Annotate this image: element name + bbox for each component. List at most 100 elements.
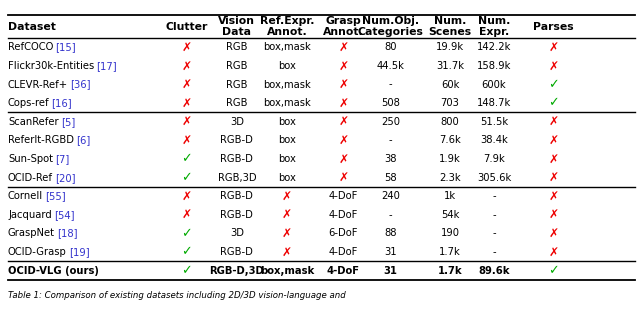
Text: 703: 703 bbox=[440, 98, 460, 108]
Text: -: - bbox=[492, 228, 496, 238]
Text: 600k: 600k bbox=[482, 80, 506, 90]
Text: 4-DoF: 4-DoF bbox=[329, 247, 358, 257]
Text: [19]: [19] bbox=[68, 247, 90, 257]
Text: ✗: ✗ bbox=[548, 227, 559, 240]
Text: OCID-Ref: OCID-Ref bbox=[8, 173, 53, 183]
Text: 31: 31 bbox=[384, 247, 397, 257]
Text: RGB,3D: RGB,3D bbox=[218, 173, 256, 183]
Text: Grasp
Annot.: Grasp Annot. bbox=[323, 16, 364, 37]
Text: [18]: [18] bbox=[57, 228, 77, 238]
Text: 6-DoF: 6-DoF bbox=[329, 228, 358, 238]
Text: [17]: [17] bbox=[96, 61, 117, 71]
Text: Cornell: Cornell bbox=[8, 191, 43, 201]
Text: [55]: [55] bbox=[45, 191, 66, 201]
Text: ✓: ✓ bbox=[548, 97, 559, 110]
Text: [54]: [54] bbox=[54, 210, 74, 220]
Text: 800: 800 bbox=[441, 117, 460, 127]
Text: 190: 190 bbox=[440, 228, 460, 238]
Text: box: box bbox=[278, 117, 296, 127]
Text: ✓: ✓ bbox=[181, 264, 192, 277]
Text: Cops-ref: Cops-ref bbox=[8, 98, 50, 108]
Text: 38: 38 bbox=[384, 154, 397, 164]
Text: ✗: ✗ bbox=[339, 171, 349, 184]
Text: Jacquard: Jacquard bbox=[8, 210, 52, 220]
Text: [6]: [6] bbox=[76, 135, 90, 145]
Text: 508: 508 bbox=[381, 98, 400, 108]
Text: 4-DoF: 4-DoF bbox=[329, 210, 358, 220]
Text: 240: 240 bbox=[381, 191, 400, 201]
Text: OCID-Grasp: OCID-Grasp bbox=[8, 247, 67, 257]
Text: [5]: [5] bbox=[61, 117, 75, 127]
Text: 148.7k: 148.7k bbox=[477, 98, 511, 108]
Text: [7]: [7] bbox=[55, 154, 69, 164]
Text: ✗: ✗ bbox=[282, 208, 292, 221]
Text: 1.7k: 1.7k bbox=[439, 247, 461, 257]
Text: ✗: ✗ bbox=[282, 190, 292, 203]
Text: RGB: RGB bbox=[226, 61, 248, 71]
Text: RGB-D: RGB-D bbox=[220, 154, 253, 164]
Text: -: - bbox=[492, 191, 496, 201]
Text: ✓: ✓ bbox=[181, 153, 192, 166]
Text: [36]: [36] bbox=[70, 80, 91, 90]
Text: Num.Obj.
Categories: Num.Obj. Categories bbox=[358, 16, 424, 37]
Text: 80: 80 bbox=[384, 42, 397, 52]
Text: [15]: [15] bbox=[56, 42, 76, 52]
Text: 158.9k: 158.9k bbox=[477, 61, 511, 71]
Text: 1.9k: 1.9k bbox=[439, 154, 461, 164]
Text: ✗: ✗ bbox=[182, 190, 192, 203]
Text: 54k: 54k bbox=[441, 210, 460, 220]
Text: box,mask: box,mask bbox=[260, 266, 314, 276]
Text: ✗: ✗ bbox=[182, 41, 192, 54]
Text: ✗: ✗ bbox=[548, 153, 559, 166]
Text: ✗: ✗ bbox=[339, 153, 349, 166]
Text: Num.
Expr.: Num. Expr. bbox=[477, 16, 510, 37]
Text: ✗: ✗ bbox=[548, 171, 559, 184]
Text: -: - bbox=[492, 247, 496, 257]
Text: ✓: ✓ bbox=[181, 246, 192, 259]
Text: ✗: ✗ bbox=[548, 134, 559, 147]
Text: Parses: Parses bbox=[533, 21, 574, 32]
Text: box: box bbox=[278, 61, 296, 71]
Text: Flickr30k-Entities: Flickr30k-Entities bbox=[8, 61, 94, 71]
Text: RGB-D,3D: RGB-D,3D bbox=[209, 266, 264, 276]
Text: RefCOCO: RefCOCO bbox=[8, 42, 53, 52]
Text: 1k: 1k bbox=[444, 191, 456, 201]
Text: -: - bbox=[388, 135, 392, 145]
Text: [16]: [16] bbox=[52, 98, 72, 108]
Text: ✓: ✓ bbox=[181, 171, 192, 184]
Text: Num.
Scenes: Num. Scenes bbox=[428, 16, 472, 37]
Text: ScanRefer: ScanRefer bbox=[8, 117, 59, 127]
Text: 250: 250 bbox=[381, 117, 400, 127]
Text: ✗: ✗ bbox=[548, 190, 559, 203]
Text: ✗: ✗ bbox=[339, 78, 349, 91]
Text: 44.5k: 44.5k bbox=[376, 61, 404, 71]
Text: ✗: ✗ bbox=[548, 208, 559, 221]
Text: box,mask: box,mask bbox=[263, 98, 311, 108]
Text: 305.6k: 305.6k bbox=[477, 173, 511, 183]
Text: 31: 31 bbox=[383, 266, 397, 276]
Text: ✗: ✗ bbox=[339, 60, 349, 73]
Text: ✓: ✓ bbox=[181, 227, 192, 240]
Text: Table 1: Comparison of existing datasets including 2D/3D vision-language and: Table 1: Comparison of existing datasets… bbox=[8, 291, 346, 300]
Text: ✗: ✗ bbox=[339, 134, 349, 147]
Text: 88: 88 bbox=[384, 228, 397, 238]
Text: box: box bbox=[278, 173, 296, 183]
Text: box,mask: box,mask bbox=[263, 80, 311, 90]
Text: ✗: ✗ bbox=[182, 115, 192, 128]
Text: ✗: ✗ bbox=[339, 41, 349, 54]
Text: RGB: RGB bbox=[226, 42, 248, 52]
Text: OCID-VLG (ours): OCID-VLG (ours) bbox=[8, 266, 99, 276]
Text: 89.6k: 89.6k bbox=[478, 266, 509, 276]
Text: Ref.Expr.
Annot.: Ref.Expr. Annot. bbox=[260, 16, 314, 37]
Text: 19.9k: 19.9k bbox=[436, 42, 464, 52]
Text: box: box bbox=[278, 154, 296, 164]
Text: CLEVR-Ref+: CLEVR-Ref+ bbox=[8, 80, 68, 90]
Text: RGB-D: RGB-D bbox=[220, 191, 253, 201]
Text: ✓: ✓ bbox=[548, 264, 559, 277]
Text: GraspNet: GraspNet bbox=[8, 228, 55, 238]
Text: Sun-Spot: Sun-Spot bbox=[8, 154, 53, 164]
Text: Vision
Data: Vision Data bbox=[218, 16, 255, 37]
Text: 4-DoF: 4-DoF bbox=[329, 191, 358, 201]
Text: 51.5k: 51.5k bbox=[480, 117, 508, 127]
Text: box,mask: box,mask bbox=[263, 42, 311, 52]
